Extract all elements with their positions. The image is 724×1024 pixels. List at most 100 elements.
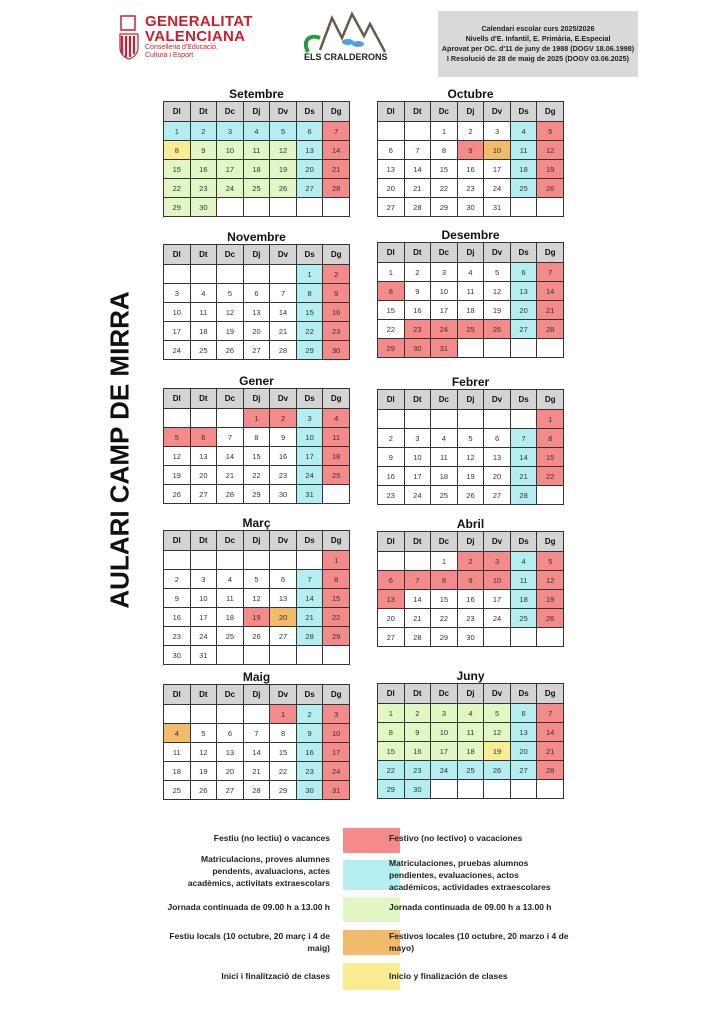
day-cell: 29	[377, 338, 405, 358]
empty-cell	[189, 408, 218, 428]
weekday-header: Dl	[377, 683, 405, 704]
month-title: Octubre	[447, 87, 494, 101]
day-cell: 11	[322, 427, 350, 447]
day-cell: 24	[483, 608, 511, 628]
legend-swatch	[343, 930, 400, 955]
day-cell: 3	[483, 121, 511, 141]
empty-cell	[456, 779, 485, 799]
week-row: 15 16 17 18 19 20 21	[377, 300, 564, 320]
day-cell: 9	[403, 722, 432, 742]
day-cell: 25	[456, 319, 485, 339]
weekday-header: Ds	[295, 244, 324, 265]
day-cell: 2	[377, 428, 405, 448]
month-title: Setembre	[229, 87, 284, 101]
gva-title: GENERALITAT VALENCIANA	[145, 13, 253, 45]
empty-cell	[242, 550, 271, 570]
day-cell: 3	[295, 408, 324, 428]
day-cell: 21	[536, 300, 564, 320]
school-logo-text: ELS CRALDERONS	[304, 52, 388, 62]
week-row: 22 23 24 25 26 27 28	[377, 760, 564, 780]
empty-cell	[483, 338, 511, 358]
day-cell: 25	[242, 178, 271, 198]
day-cell: 31	[483, 197, 511, 217]
day-cell: 18	[456, 741, 485, 761]
day-cell: 2	[189, 121, 218, 141]
day-cell: 20	[269, 607, 297, 627]
legend-label-valencian: Festiu (no lectiu) o vacances	[213, 833, 330, 843]
day-cell: 28	[242, 780, 271, 800]
weekday-header: Dc	[430, 683, 458, 704]
day-cell: 26	[483, 319, 511, 339]
day-cell: 24	[430, 760, 458, 780]
empty-cell	[377, 409, 405, 429]
empty-cell	[509, 338, 538, 358]
day-cell: 9	[163, 588, 191, 608]
empty-cell	[216, 645, 244, 665]
day-cell: 23	[377, 485, 405, 505]
day-cell: 11	[509, 140, 538, 160]
month-title: Maig	[242, 670, 271, 684]
day-cell: 27	[295, 178, 324, 198]
day-cell: 15	[377, 741, 405, 761]
week-row: 23 24 25 26 27 28 29	[163, 626, 350, 646]
day-cell: 18	[322, 446, 350, 466]
weekday-header: Dl	[377, 101, 405, 122]
day-cell: 23	[295, 761, 324, 781]
day-cell: 14	[536, 722, 564, 742]
day-cell: 30	[403, 338, 432, 358]
month-6: Març Dl Dt Dc Dj Dv Ds Dg 1 2 3 4 5 6 7 8 9 10 11 12 13 14 15 1…	[163, 516, 350, 665]
day-cell: 6	[509, 703, 538, 723]
day-cell: 3	[189, 569, 218, 589]
day-cell: 11	[216, 588, 244, 608]
weekday-header: Dv	[483, 389, 511, 410]
day-cell: 19	[483, 741, 511, 761]
day-cell: 1	[242, 408, 271, 428]
day-cell: 17	[216, 159, 244, 179]
empty-cell	[377, 121, 405, 141]
day-cell: 27	[216, 780, 244, 800]
empty-cell	[509, 627, 538, 647]
day-cell: 21	[403, 608, 432, 628]
week-row: 11 12 13 14 15 16 17	[163, 742, 350, 762]
day-cell: 17	[483, 589, 511, 609]
weekday-header: Dg	[322, 388, 350, 409]
day-cell: 17	[430, 741, 458, 761]
day-cell: 12	[269, 140, 297, 160]
empty-cell	[403, 121, 432, 141]
week-row: 6 7 8 9 10 11 12	[377, 570, 564, 590]
day-cell: 20	[509, 300, 538, 320]
day-cell: 2	[403, 262, 432, 282]
empty-cell	[216, 408, 244, 428]
day-cell: 28	[295, 626, 324, 646]
empty-cell	[242, 704, 271, 724]
day-cell: 12	[163, 446, 191, 466]
day-cell: 6	[483, 428, 511, 448]
day-cell: 23	[322, 321, 350, 341]
weekday-header: Dv	[483, 531, 511, 552]
week-row: 20 21 22 23 24 25 26	[377, 608, 564, 628]
day-cell: 19	[483, 300, 511, 320]
calendar-info-box: Calendari escolar curs 2025/2026 Nivells…	[438, 11, 638, 77]
day-cell: 13	[216, 742, 244, 762]
info-line: I Resolució de 28 de maig de 2025 (DOGV …	[446, 54, 630, 63]
day-cell: 10	[216, 140, 244, 160]
week-row: 13 14 15 16 17 18 19	[377, 159, 564, 179]
weekday-header: Dl	[377, 242, 405, 263]
day-cell: 4	[189, 283, 218, 303]
day-cell: 13	[509, 722, 538, 742]
weekday-header: Dt	[189, 244, 218, 265]
empty-cell	[163, 408, 191, 428]
day-cell: 21	[242, 761, 271, 781]
day-cell: 11	[430, 447, 458, 467]
day-cell: 1	[377, 703, 405, 723]
day-cell: 13	[269, 588, 297, 608]
day-cell: 21	[216, 465, 244, 485]
day-cell: 20	[509, 741, 538, 761]
day-cell: 13	[189, 446, 218, 466]
empty-cell	[269, 197, 297, 217]
empty-cell	[403, 551, 432, 571]
day-cell: 10	[430, 722, 458, 742]
day-cell: 3	[322, 704, 350, 724]
